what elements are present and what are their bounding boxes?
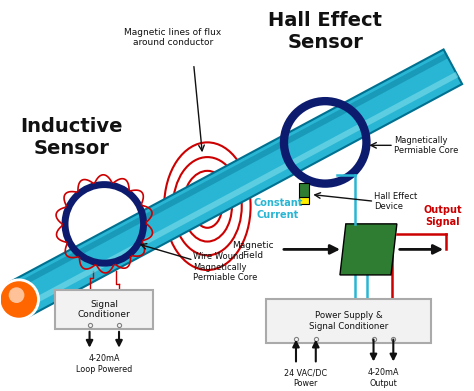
Polygon shape	[340, 224, 397, 275]
FancyBboxPatch shape	[266, 300, 431, 343]
Text: 24 VAC/DC
Power: 24 VAC/DC Power	[284, 368, 328, 387]
Text: Output
Signal: Output Signal	[424, 205, 462, 227]
Text: Magnetic
Field: Magnetic Field	[232, 241, 273, 260]
Text: Magnetic lines of flux
around conductor: Magnetic lines of flux around conductor	[124, 28, 222, 47]
Text: 4-20mA
Output: 4-20mA Output	[368, 368, 399, 387]
Text: Wire Wound
Magnetically
Permiable Core: Wire Wound Magnetically Permiable Core	[192, 252, 257, 282]
Text: Power Supply &
Signal Conditioner: Power Supply & Signal Conditioner	[309, 311, 388, 331]
FancyBboxPatch shape	[299, 183, 309, 198]
Text: 4-20mA
Loop Powered: 4-20mA Loop Powered	[76, 355, 132, 374]
FancyBboxPatch shape	[299, 197, 309, 204]
Text: Signal
Conditioner: Signal Conditioner	[78, 300, 131, 319]
Text: Inductive
Sensor: Inductive Sensor	[21, 117, 123, 158]
Text: Hall Effect
Device: Hall Effect Device	[374, 192, 418, 211]
Text: Constant
Current: Constant Current	[254, 198, 303, 220]
Polygon shape	[22, 72, 458, 310]
FancyBboxPatch shape	[55, 290, 154, 329]
Text: Magnetically
Permiable Core: Magnetically Permiable Core	[394, 136, 458, 155]
Polygon shape	[9, 50, 462, 317]
Circle shape	[0, 280, 38, 319]
Text: Hall Effect
Sensor: Hall Effect Sensor	[268, 11, 382, 52]
Polygon shape	[11, 53, 448, 291]
Circle shape	[9, 287, 24, 303]
